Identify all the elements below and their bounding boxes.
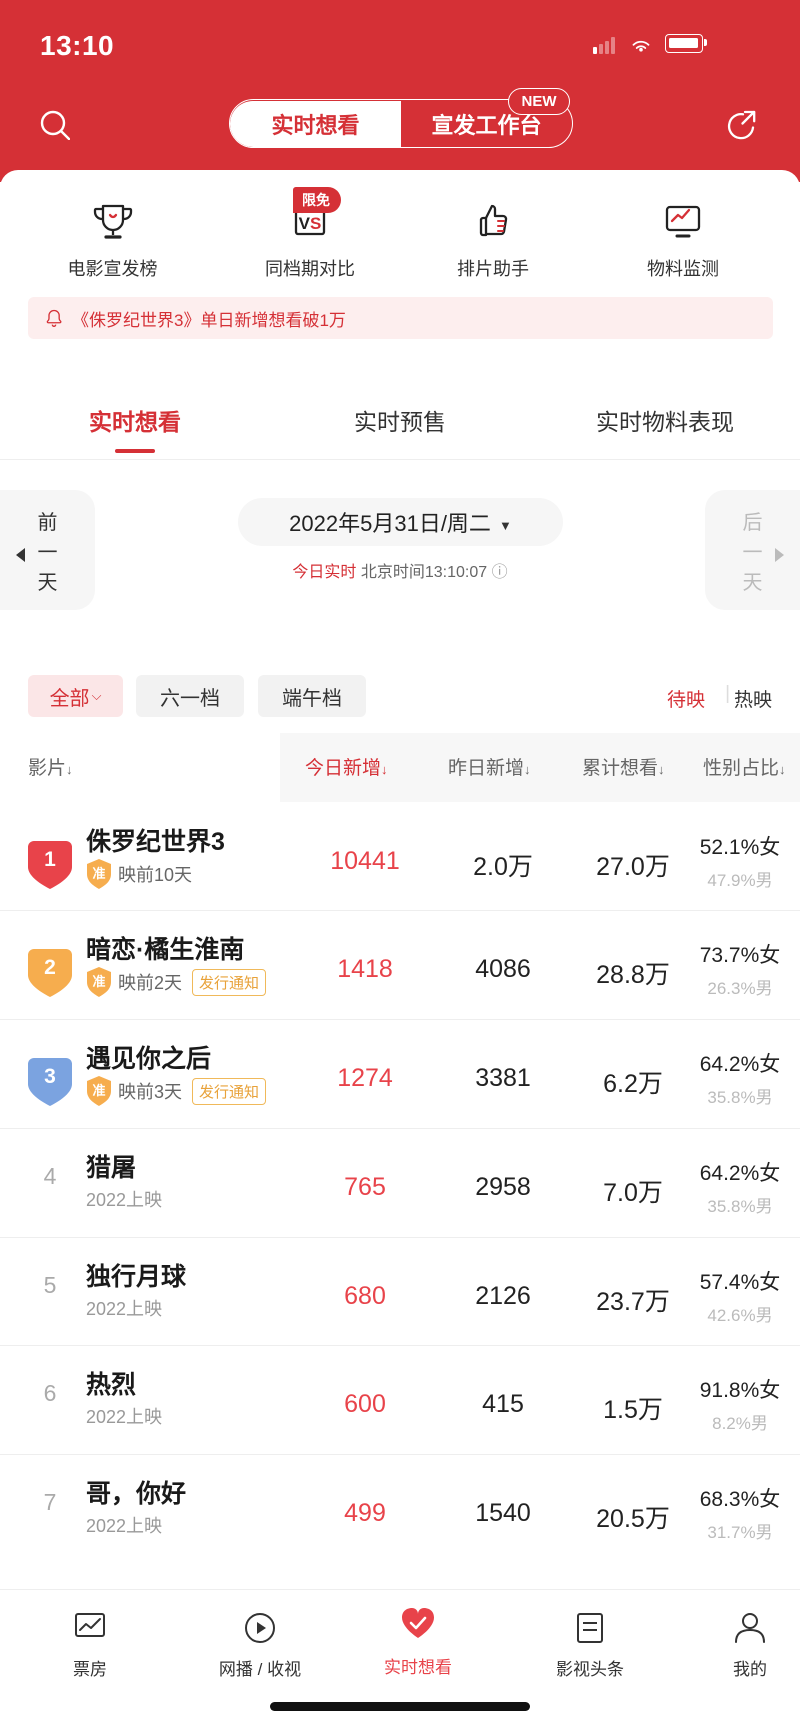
svg-text:VS: VS — [299, 214, 322, 233]
